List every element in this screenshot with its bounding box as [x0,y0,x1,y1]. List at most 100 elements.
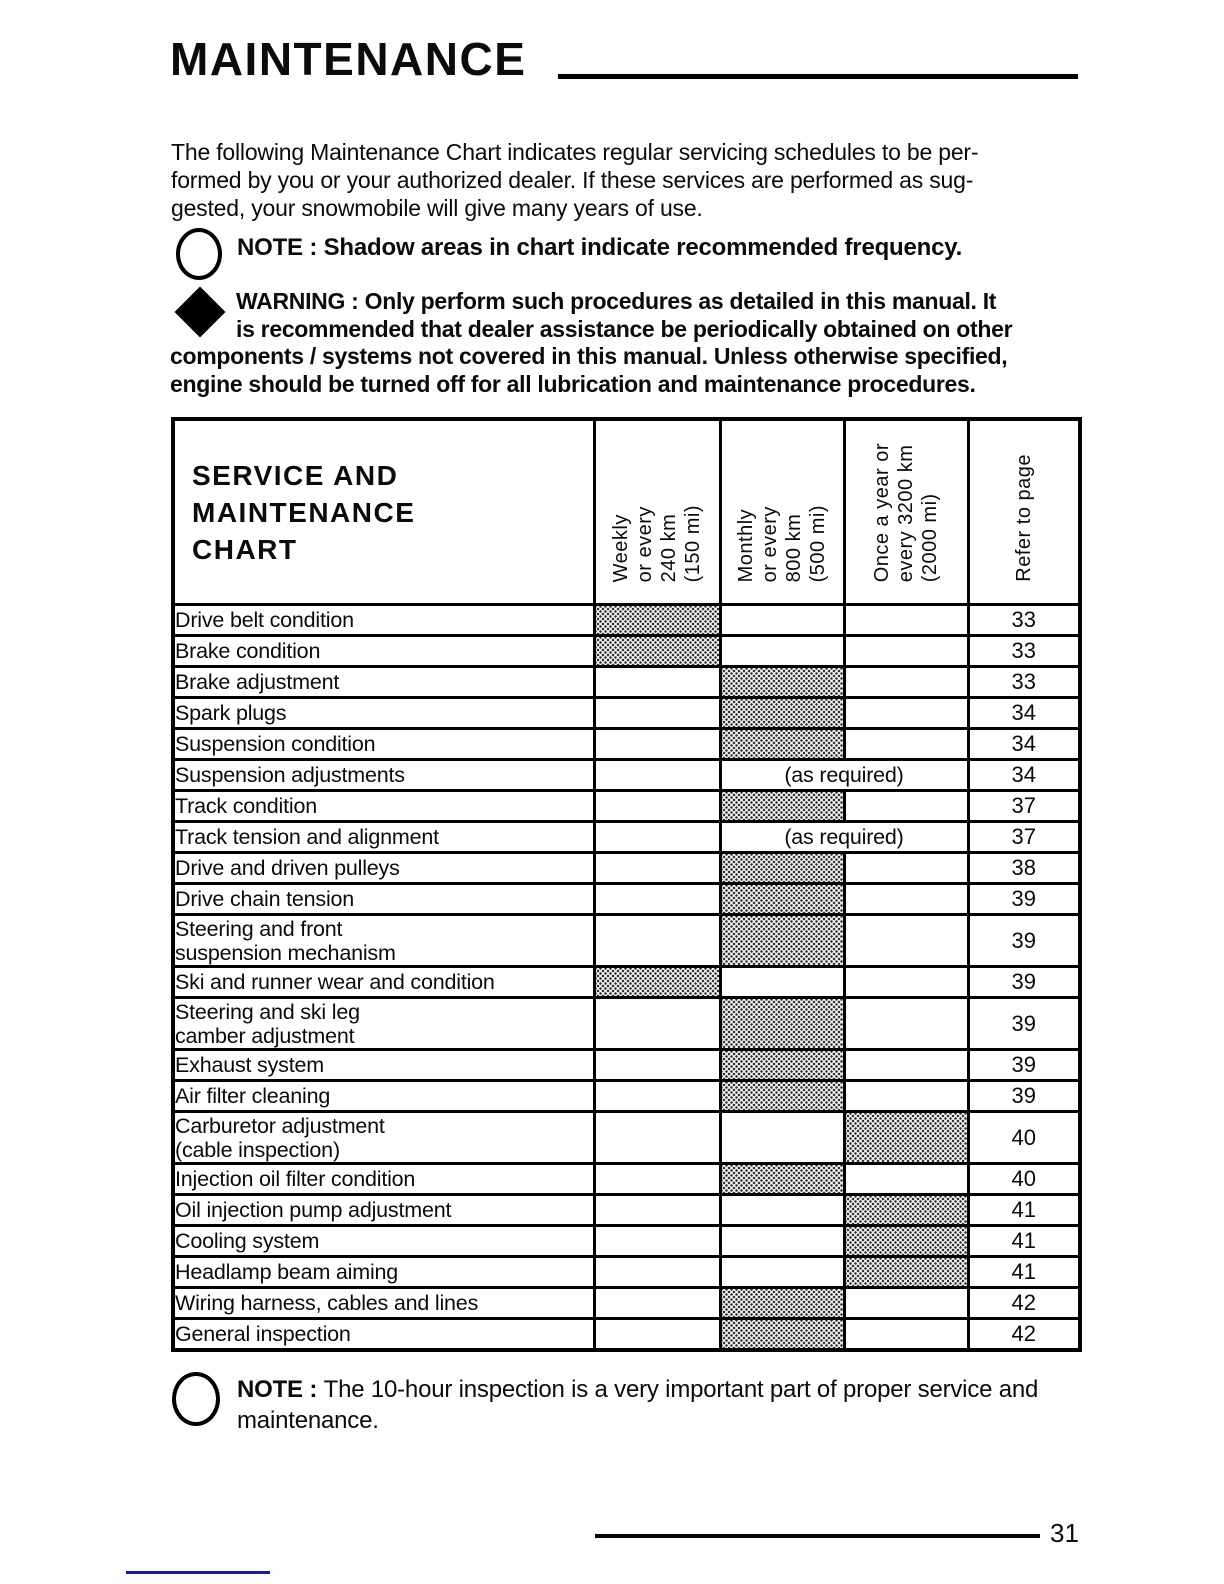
schedule-cell-monthly [718,996,846,1051]
page-ref-cell: 33 [966,603,1082,637]
schedule-cell-yearly [842,1079,970,1113]
schedule-cell-weekly [592,696,722,730]
schedule-cell-yearly [842,1255,970,1289]
table-row: Headlamp beam aiming 41 [171,1255,1082,1289]
schedule-cell-monthly [718,1224,846,1258]
page-ref-cell: 40 [966,1110,1082,1165]
schedule-cell-weekly [592,965,722,999]
page-ref-cell: 41 [966,1255,1082,1289]
service-item-cell: Suspension condition [171,727,596,761]
service-item-cell: Headlamp beam aiming [171,1255,596,1289]
schedule-cell-weekly [592,789,722,823]
warning-line: is recommended that dealer assistance be… [236,315,1013,342]
service-item-cell: Cooling system [171,1224,596,1258]
service-item-cell: Suspension adjustments [171,758,596,792]
note-circle-icon [172,1372,220,1426]
schedule-cell-weekly [592,820,722,854]
schedule-cell-yearly [842,1162,970,1196]
as-required-cell: (as required) [718,820,970,854]
page-ref-cell: 39 [966,996,1082,1051]
page-title: MAINTENANCE [170,33,527,85]
col-header-monthly: Monthly or every 800 km (500 mi) [718,417,846,606]
page-number: 31 [1050,1518,1079,1548]
maintenance-table: SERVICE AND MAINTENANCE CHART Weekly or … [171,417,1082,1352]
page-ref-cell: 41 [966,1224,1082,1258]
note-top: NOTE : Shadow areas in chart indicate re… [237,234,962,262]
table-row: Injection oil filter condition 40 [171,1162,1082,1196]
service-item-cell: Drive belt condition [171,603,596,637]
warning-line: WARNING : Only perform such procedures a… [236,288,997,314]
schedule-cell-monthly [718,965,846,999]
service-item-cell: Wiring harness, cables and lines [171,1286,596,1320]
schedule-cell-weekly [592,1193,722,1227]
page-ref-cell: 39 [966,965,1082,999]
service-item-cell: Track tension and alignment [171,820,596,854]
table-row: Drive belt condition 33 [171,603,1082,637]
schedule-cell-weekly [592,1048,722,1082]
schedule-cell-weekly [592,1110,722,1165]
note-label: NOTE : [237,1376,318,1403]
table-row: Track condition 37 [171,789,1082,823]
schedule-cell-yearly [842,996,970,1051]
schedule-cell-weekly [592,913,722,968]
service-item-cell: Oil injection pump adjustment [171,1193,596,1227]
schedule-cell-monthly [718,1110,846,1165]
table-title-cell: SERVICE AND MAINTENANCE CHART [171,417,596,606]
title-rule [558,74,1078,79]
table-row: Brake adjustment 33 [171,665,1082,699]
schedule-cell-monthly [718,727,846,761]
table-row: Suspension adjustments (as required) 34 [171,758,1082,792]
schedule-cell-monthly [718,882,846,916]
col-header-yearly: Once a year or every 3200 km (2000 mi) [842,417,970,606]
schedule-cell-yearly [842,603,970,637]
schedule-cell-weekly [592,665,722,699]
schedule-cell-weekly [592,634,722,668]
schedule-cell-yearly [842,913,970,968]
schedule-cell-yearly [842,665,970,699]
schedule-cell-monthly [718,665,846,699]
intro-paragraph: The following Maintenance Chart indicate… [171,138,1086,222]
table-row: Steering and front suspension mechanism 3… [171,913,1082,968]
schedule-cell-monthly [718,851,846,885]
schedule-cell-weekly [592,1224,722,1258]
table-row: Brake condition 33 [171,634,1082,668]
table-row: Steering and ski leg camber adjustment 39 [171,996,1082,1051]
note-circle-icon [176,228,222,280]
col-header-weekly: Weekly or every 240 km (150 mi) [592,417,722,606]
note-bottom: NOTE : The 10-hour inspection is a very … [237,1374,1097,1436]
schedule-cell-monthly [718,696,846,730]
service-item-cell: Air filter cleaning [171,1079,596,1113]
page-ref-cell: 37 [966,820,1082,854]
table-row: Ski and runner wear and condition 39 [171,965,1082,999]
schedule-cell-yearly [842,1110,970,1165]
schedule-cell-yearly [842,1224,970,1258]
note-text: The 10-hour inspection is a very importa… [323,1376,1039,1403]
maintenance-chart: SERVICE AND MAINTENANCE CHART Weekly or … [171,417,1082,1352]
note-text: Shadow areas in chart indicate recommend… [323,234,963,261]
intro-line: formed by you or your authorized dealer.… [171,167,974,193]
page-ref-cell: 38 [966,851,1082,885]
schedule-cell-monthly [718,1162,846,1196]
intro-line: The following Maintenance Chart indicate… [171,139,979,165]
service-item-cell: Drive chain tension [171,882,596,916]
schedule-cell-yearly [842,1286,970,1320]
table-row: General inspection 42 [171,1317,1082,1351]
col-header-refer-to-page: Refer to page [966,417,1082,606]
page-ref-cell: 34 [966,696,1082,730]
page-ref-cell: 34 [966,727,1082,761]
page-ref-cell: 39 [966,1079,1082,1113]
schedule-cell-weekly [592,758,722,792]
schedule-cell-weekly [592,851,722,885]
schedule-cell-weekly [592,727,722,761]
page-ref-cell: 42 [966,1317,1082,1351]
table-row: Air filter cleaning 39 [171,1079,1082,1113]
schedule-cell-monthly [718,913,846,968]
service-item-cell: Steering and ski leg camber adjustment [171,996,596,1051]
schedule-cell-monthly [718,634,846,668]
schedule-cell-yearly [842,727,970,761]
schedule-cell-weekly [592,1162,722,1196]
service-item-cell: Brake adjustment [171,665,596,699]
page-ref-cell: 37 [966,789,1082,823]
page-ref-cell: 39 [966,913,1082,968]
service-item-cell: Injection oil filter condition [171,1162,596,1196]
